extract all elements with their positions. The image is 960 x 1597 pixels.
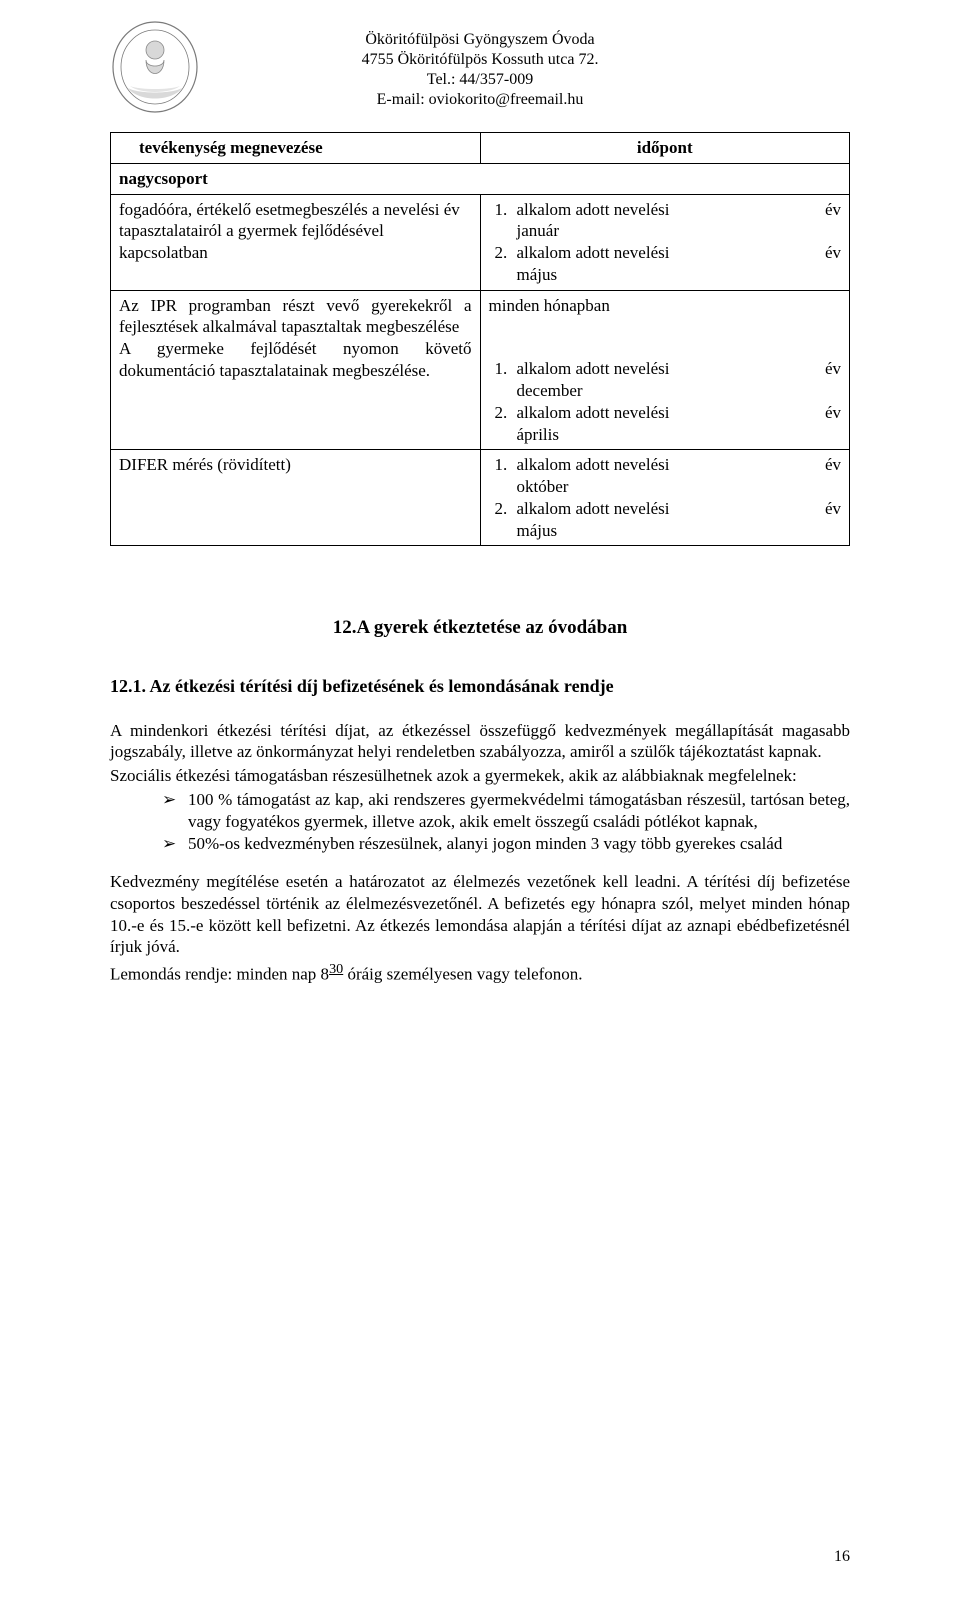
page-number: 16 — [834, 1547, 850, 1567]
text-fragment: Lemondás rendje: minden nap 8 — [110, 965, 329, 984]
paragraph: Kedvezmény megítélése esetén a határozat… — [110, 871, 850, 958]
table-subheader-row: nagycsoport — [111, 163, 850, 194]
section-heading-12: 12.A gyerek étkeztetése az óvodában — [110, 616, 850, 640]
th-time: időpont — [480, 133, 850, 164]
activity-table: tevékenység megnevezése időpont nagycsop… — [110, 132, 850, 546]
time-item: 2. alkalom adott nevelésiév — [489, 498, 842, 520]
time-superscript: 30 — [329, 961, 343, 977]
header-line-4: E-mail: oviokorito@freemail.hu — [362, 90, 599, 110]
school-logo — [110, 20, 200, 115]
time-item: 2. alkalom adott nevelésiév — [489, 402, 842, 424]
paragraph: Szociális étkezési támogatásban részesül… — [110, 765, 850, 787]
time-cell: 1. alkalom adott nevelésiév január 2. al… — [480, 194, 850, 290]
paragraph: A mindenkori étkezési térítési díjat, az… — [110, 720, 850, 764]
paragraph: Lemondás rendje: minden nap 830 óráig sz… — [110, 960, 850, 985]
list-item: 100 % támogatást az kap, aki rendszeres … — [162, 789, 850, 833]
header-text: Ököritófülpösi Gyöngyszem Óvoda 4755 Ökö… — [362, 30, 599, 110]
time-cell: 1. alkalom adott nevelésiév október 2. a… — [480, 450, 850, 546]
activity-cell: fogadóóra, értékelő esetmegbeszélés a ne… — [111, 194, 481, 290]
table-row: Az IPR programban részt vevő gyerekekről… — [111, 290, 850, 450]
table-header-row: tevékenység megnevezése időpont — [111, 133, 850, 164]
text-fragment: óráig személyesen vagy telefonon. — [343, 965, 582, 984]
time-item: 1. alkalom adott nevelésiév — [489, 454, 842, 476]
list-item: 50%-os kedvezményben részesülnek, alanyi… — [162, 833, 850, 855]
header-line-2: 4755 Ököritófülpös Kossuth utca 72. — [362, 50, 599, 70]
time-item: 1. alkalom adott nevelésiév — [489, 358, 842, 380]
table-row: fogadóóra, értékelő esetmegbeszélés a ne… — [111, 194, 850, 290]
activity-cell: Az IPR programban részt vevő gyerekekről… — [111, 290, 481, 450]
time-cell: minden hónapban 1. alkalom adott nevelés… — [480, 290, 850, 450]
time-item: 2. alkalom adott nevelésiév — [489, 242, 842, 264]
bullet-list: 100 % támogatást az kap, aki rendszeres … — [110, 789, 850, 855]
table-row: DIFER mérés (rövidített) 1. alkalom adot… — [111, 450, 850, 546]
subhead-cell: nagycsoport — [111, 163, 850, 194]
document-header: Ököritófülpösi Gyöngyszem Óvoda 4755 Ökö… — [110, 30, 850, 110]
subsection-heading-12-1: 12.1. Az étkezési térítési díj befizetés… — [110, 675, 850, 698]
activity-cell: DIFER mérés (rövidített) — [111, 450, 481, 546]
header-line-3: Tel.: 44/357-009 — [362, 70, 599, 90]
header-line-1: Ököritófülpösi Gyöngyszem Óvoda — [362, 30, 599, 50]
th-activity: tevékenység megnevezése — [111, 133, 481, 164]
time-item: 1. alkalom adott nevelésiév — [489, 199, 842, 221]
